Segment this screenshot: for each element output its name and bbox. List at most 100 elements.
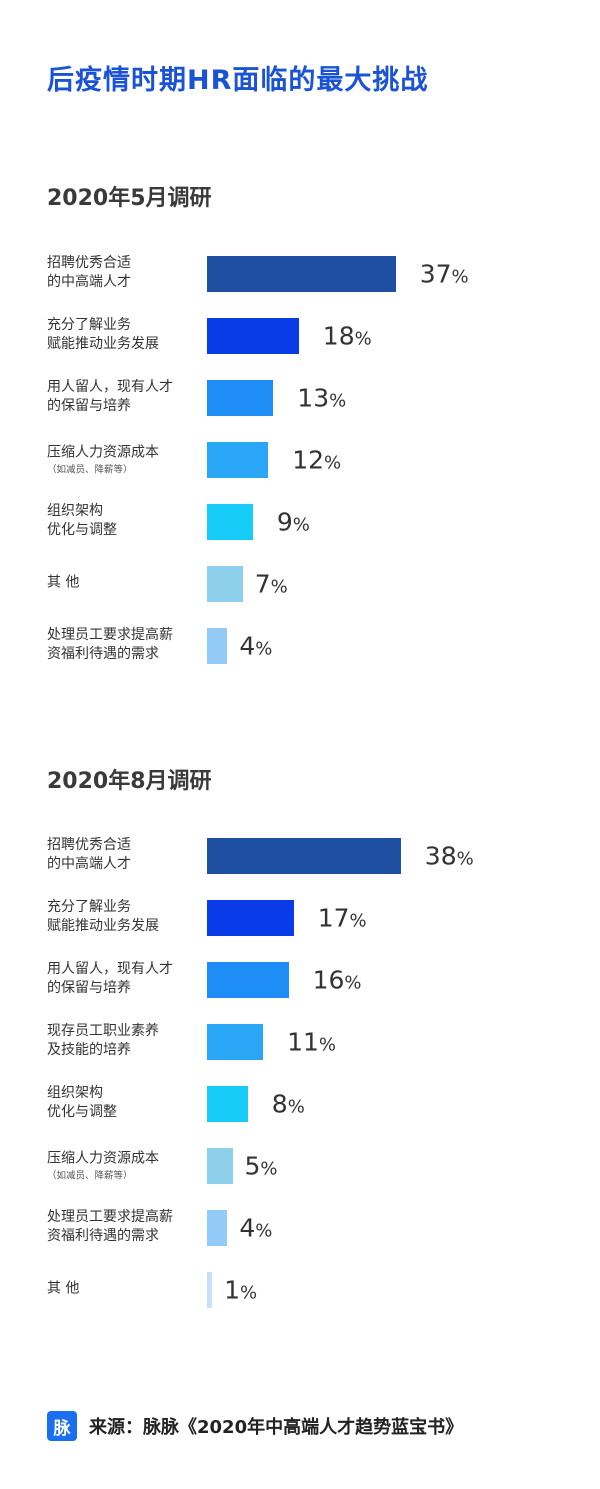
category-label-line: 用人留人，现有人才 xyxy=(47,961,173,977)
category-label-line: 组织架构 xyxy=(47,1085,103,1101)
page-title: 后疫情时期HR面临的最大挑战 xyxy=(47,65,429,96)
category-label-line: 用人留人，现有人才 xyxy=(47,379,173,395)
value-number: 4 xyxy=(239,631,256,661)
value-label: 18% xyxy=(323,322,372,351)
category-label-line: 现存员工职业素养 xyxy=(47,1023,159,1039)
chart-row: 现存员工职业素养 及技能的培养 11% xyxy=(0,1022,600,1062)
chart-title-august: 2020年8月调研 xyxy=(47,769,212,794)
chart-row: 其 他 1% xyxy=(0,1272,600,1308)
category-label: 组织架构 优化与调整 xyxy=(47,502,117,542)
bar xyxy=(207,1272,213,1308)
bar xyxy=(207,1210,228,1246)
category-label-line: 压缩人力资源成本 xyxy=(47,1150,159,1167)
chart-row: 招聘优秀合适 的中高端人才 38% xyxy=(0,836,600,876)
value-unit: % xyxy=(270,576,288,598)
category-label: 充分了解业务赋能推动业务发展 xyxy=(47,316,159,356)
value-label: 11% xyxy=(287,1028,336,1057)
category-label: 其 他 xyxy=(47,574,79,595)
value-number: 9 xyxy=(276,507,293,537)
bar xyxy=(207,442,269,478)
bar xyxy=(207,838,401,874)
value-unit: % xyxy=(260,1158,278,1180)
value-label: 16% xyxy=(313,966,362,995)
category-label-line: 优化与调整 xyxy=(47,1104,117,1120)
category-label-line: 赋能推动业务发展 xyxy=(47,336,159,352)
value-number: 5 xyxy=(244,1151,261,1181)
category-label-line: 充分了解业务 xyxy=(47,899,131,915)
bar xyxy=(207,504,253,540)
value-unit: % xyxy=(354,328,372,350)
value-label: 12% xyxy=(292,446,341,475)
value-label: 5% xyxy=(245,1152,278,1181)
value-label: 17% xyxy=(318,904,367,933)
value-number: 12 xyxy=(292,445,324,475)
bar xyxy=(207,900,294,936)
category-label-line: 及技能的培养 xyxy=(47,1042,131,1058)
maimai-logo-icon: 脉 xyxy=(47,1411,77,1441)
category-label-line: 招聘优秀合适 xyxy=(47,837,131,853)
value-unit: % xyxy=(324,452,342,474)
category-label-line: 压缩人力资源成本 xyxy=(47,444,159,461)
chart-row: 压缩人力资源成本 （如减员、降薪等） 12% xyxy=(0,442,600,478)
category-label: 处理员工要求提高薪 资福利待遇的需求 xyxy=(47,1208,173,1248)
value-number: 4 xyxy=(239,1213,256,1243)
chart-title-may: 2020年5月调研 xyxy=(47,186,212,211)
value-label: 4% xyxy=(239,1214,272,1243)
chart-row: 其 他 7% xyxy=(0,566,600,602)
value-number: 37 xyxy=(419,259,452,289)
value-number: 38 xyxy=(424,841,457,871)
category-label: 现存员工职业素养 及技能的培养 xyxy=(47,1022,159,1062)
category-label-line: 处理员工要求提高薪 xyxy=(47,627,173,643)
value-label: 8% xyxy=(272,1090,305,1119)
value-label: 7% xyxy=(255,570,288,599)
value-unit: % xyxy=(349,910,367,932)
category-label: 其 他 xyxy=(47,1280,79,1301)
value-unit: % xyxy=(318,1034,337,1056)
category-label: 招聘优秀合适 的中高端人才 xyxy=(47,254,131,294)
category-label-line: 充分了解业务 xyxy=(47,317,131,333)
value-unit: % xyxy=(292,514,310,536)
category-label-line: 优化与调整 xyxy=(47,522,117,538)
chart-row: 压缩人力资源成本 （如减员、降薪等） 5% xyxy=(0,1148,600,1184)
bar xyxy=(207,256,396,292)
bar xyxy=(207,962,289,998)
value-number: 13 xyxy=(297,383,330,413)
chart-row: 处理员工要求提高薪 资福利待遇的需求 4% xyxy=(0,626,600,666)
value-unit: % xyxy=(329,390,347,412)
bar xyxy=(207,1086,248,1122)
category-label-line: 的中高端人才 xyxy=(47,856,131,872)
value-label: 38% xyxy=(425,842,474,871)
category-label-line: 组织架构 xyxy=(47,503,103,519)
category-label: 组织架构 优化与调整 xyxy=(47,1084,117,1124)
category-label: 招聘优秀合适 的中高端人才 xyxy=(47,836,131,876)
value-number: 16 xyxy=(312,965,345,995)
value-number: 11 xyxy=(287,1027,319,1057)
value-number: 18 xyxy=(322,321,355,351)
category-label-line: 的保留与培养 xyxy=(47,980,131,996)
value-number: 8 xyxy=(271,1089,288,1119)
bar xyxy=(207,318,299,354)
category-label-note: （如减员、降薪等） xyxy=(47,464,133,476)
bar xyxy=(207,628,228,664)
chart-row: 充分了解业务赋能推动业务发展 17% xyxy=(0,899,600,936)
chart-row: 组织架构优化与调整 9% xyxy=(0,502,600,542)
source-text: 来源：脉脉《2020年中高端人才趋势蓝宝书》 xyxy=(89,1417,464,1438)
category-label: 用人留人，现有人才 的保留与培养 xyxy=(47,960,173,1000)
value-unit: % xyxy=(255,638,273,660)
category-label: 压缩人力资源成本 （如减员、降薪等） xyxy=(47,1150,159,1183)
value-unit: % xyxy=(451,266,469,288)
category-label-note: （如减员、降薪等） xyxy=(47,1170,133,1182)
category-label-line: 其 他 xyxy=(47,1280,80,1297)
bar xyxy=(207,566,243,602)
value-label: 13% xyxy=(297,384,346,413)
category-label-line: 赋能推动业务发展 xyxy=(47,918,159,934)
source-footer: 脉 来源：脉脉《2020年中高端人才趋势蓝宝书》 xyxy=(47,1411,463,1441)
category-label-line: 资福利待遇的需求 xyxy=(47,1228,159,1244)
value-unit: % xyxy=(456,848,474,870)
category-label: 处理员工要求提高薪 资福利待遇的需求 xyxy=(47,626,173,666)
chart-row: 用人留人，现有人才 的保留与培养 13% xyxy=(0,379,600,416)
value-unit: % xyxy=(287,1096,305,1118)
value-label: 9% xyxy=(277,508,310,537)
value-label: 37% xyxy=(420,260,469,289)
bar xyxy=(207,1148,233,1184)
